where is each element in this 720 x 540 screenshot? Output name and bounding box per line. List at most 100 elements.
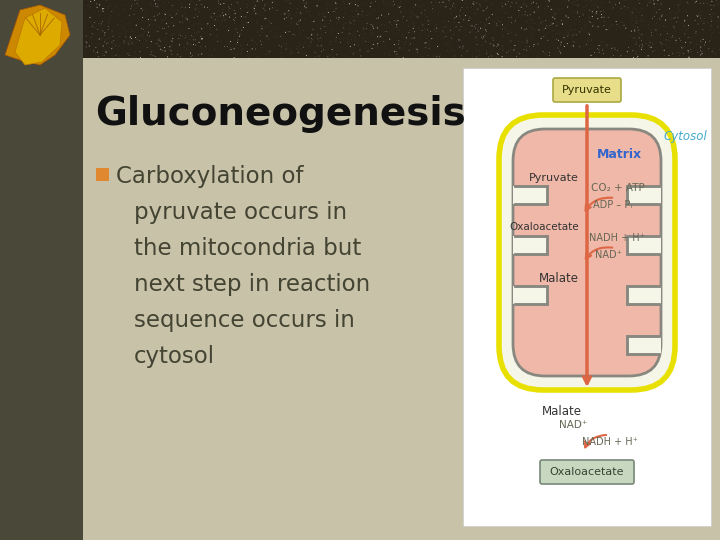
Point bbox=[451, 22, 462, 31]
Point bbox=[572, 9, 583, 17]
Point bbox=[120, 32, 132, 41]
Point bbox=[358, 24, 369, 32]
Point bbox=[613, 23, 625, 31]
Point bbox=[199, 42, 211, 51]
Point bbox=[205, 23, 217, 31]
Point bbox=[393, 52, 405, 61]
Point bbox=[562, 28, 574, 37]
Point bbox=[476, 33, 487, 42]
Point bbox=[189, 40, 201, 49]
Point bbox=[306, 30, 318, 38]
Point bbox=[397, 30, 409, 39]
Point bbox=[591, 8, 603, 16]
Point bbox=[683, 33, 694, 42]
Point bbox=[598, 17, 609, 25]
Point bbox=[86, 22, 98, 31]
Point bbox=[143, 21, 155, 29]
Point bbox=[532, 3, 544, 11]
Point bbox=[433, 9, 444, 17]
Point bbox=[164, 46, 176, 55]
Point bbox=[140, 37, 152, 45]
Point bbox=[241, 18, 253, 27]
Point bbox=[216, 16, 228, 25]
Point bbox=[122, 49, 134, 58]
Point bbox=[146, 48, 158, 56]
Point bbox=[480, 25, 492, 34]
Point bbox=[126, 35, 138, 43]
Bar bbox=[513, 186, 547, 204]
Point bbox=[331, 18, 343, 27]
Point bbox=[460, 11, 472, 20]
Point bbox=[235, 12, 247, 21]
Point bbox=[597, 46, 608, 55]
Point bbox=[459, 16, 470, 24]
Point bbox=[656, 12, 667, 21]
Point bbox=[386, 20, 397, 29]
Point bbox=[129, 0, 140, 4]
Point bbox=[520, 0, 531, 9]
Point bbox=[664, 4, 675, 13]
Point bbox=[348, 12, 359, 21]
Point bbox=[103, 17, 114, 25]
Point bbox=[80, 37, 91, 46]
Point bbox=[348, 30, 359, 39]
Point bbox=[140, 9, 151, 17]
Point bbox=[167, 31, 179, 39]
Point bbox=[503, 29, 514, 38]
Point bbox=[544, 0, 555, 5]
Point bbox=[389, 0, 400, 9]
Point bbox=[560, 31, 572, 39]
Bar bbox=[83, 58, 720, 540]
Point bbox=[645, 43, 657, 51]
Point bbox=[583, 29, 595, 37]
Point bbox=[135, 53, 146, 62]
Point bbox=[125, 33, 136, 42]
Point bbox=[521, 2, 533, 11]
Point bbox=[204, 53, 216, 62]
Point bbox=[120, 26, 132, 35]
Point bbox=[593, 48, 605, 57]
Text: NADH + H⁺: NADH + H⁺ bbox=[582, 437, 638, 447]
Point bbox=[485, 39, 496, 48]
Bar bbox=[627, 286, 661, 304]
Point bbox=[367, 22, 379, 30]
Point bbox=[135, 4, 147, 13]
Point bbox=[307, 25, 319, 34]
Point bbox=[102, 22, 114, 31]
Point bbox=[423, 40, 434, 49]
Point bbox=[282, 27, 294, 36]
Point bbox=[141, 43, 153, 52]
Point bbox=[400, 33, 412, 42]
Point bbox=[158, 24, 170, 32]
Point bbox=[497, 42, 508, 50]
Point bbox=[307, 35, 318, 44]
Point bbox=[225, 45, 237, 54]
Point bbox=[384, 35, 395, 43]
Point bbox=[667, 31, 678, 40]
Point bbox=[706, 5, 717, 14]
Point bbox=[180, 14, 192, 22]
Point bbox=[675, 37, 686, 45]
Point bbox=[334, 35, 346, 43]
Point bbox=[567, 31, 579, 39]
Point bbox=[91, 48, 103, 57]
Point bbox=[367, 40, 379, 49]
Point bbox=[672, 1, 684, 9]
Point bbox=[403, 42, 415, 50]
Point bbox=[175, 0, 186, 8]
Point bbox=[325, 16, 336, 25]
Point bbox=[622, 3, 634, 12]
Point bbox=[333, 15, 344, 24]
Point bbox=[276, 31, 287, 39]
Point bbox=[418, 24, 430, 33]
Point bbox=[427, 4, 438, 13]
Point bbox=[184, 35, 195, 44]
Point bbox=[595, 10, 607, 19]
Point bbox=[228, 6, 240, 15]
Point bbox=[81, 1, 93, 10]
Point bbox=[596, 13, 608, 22]
Point bbox=[323, 50, 335, 59]
Point bbox=[148, 0, 160, 4]
Point bbox=[172, 6, 184, 15]
Point bbox=[682, 11, 693, 20]
